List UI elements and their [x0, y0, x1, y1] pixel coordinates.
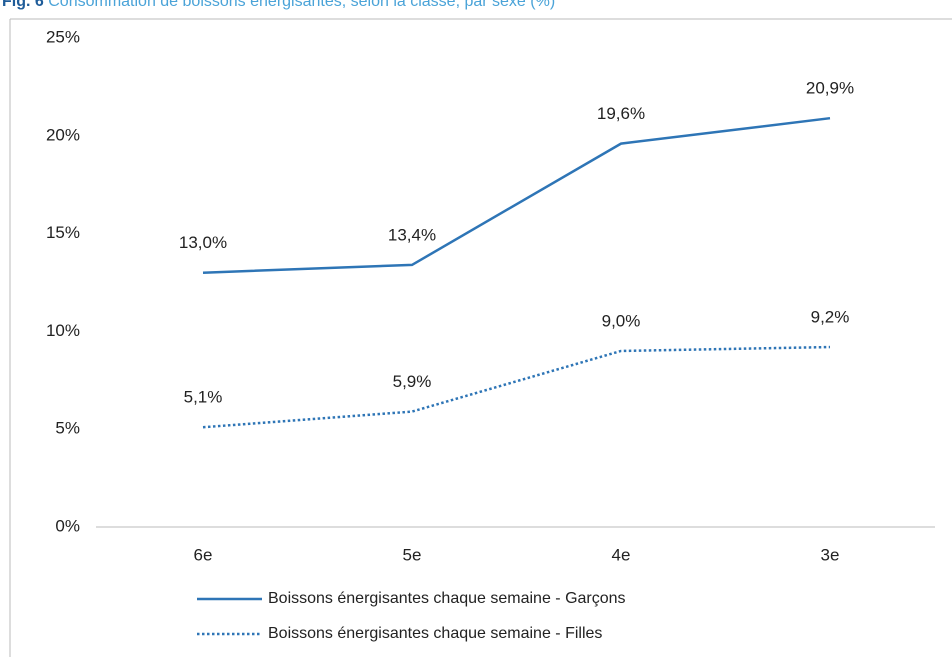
chart-title: Fig. 6 Consommation de boissons énergisa…	[2, 0, 555, 10]
legend-label: Boissons énergisantes chaque semaine - G…	[268, 590, 626, 607]
data-label: 5,1%	[184, 388, 223, 407]
data-label: 20,9%	[806, 79, 854, 98]
data-label: 5,9%	[393, 372, 432, 391]
data-label: 13,0%	[179, 233, 227, 252]
series-line	[202, 116, 831, 274]
y-tick-label: 0%	[55, 516, 80, 535]
title-text: Consommation de boissons énergisantes, s…	[48, 0, 555, 10]
figure-label: Fig. 6	[2, 0, 44, 10]
legend-label: Boissons énergisantes chaque semaine - F…	[268, 625, 602, 642]
data-label: 13,4%	[388, 225, 436, 244]
x-tick-label: 6e	[194, 545, 213, 564]
y-tick-label: 15%	[46, 223, 80, 242]
x-tick-label: 3e	[821, 545, 840, 564]
x-tick-label: 5e	[403, 545, 422, 564]
y-tick-label: 5%	[55, 419, 80, 438]
data-label: 19,6%	[597, 104, 645, 123]
y-tick-label: 10%	[46, 321, 80, 340]
data-label: 9,2%	[811, 308, 850, 327]
data-label: 9,0%	[602, 311, 641, 330]
y-tick-label: 20%	[46, 125, 80, 144]
y-tick-label: 25%	[46, 27, 80, 46]
x-tick-label: 4e	[612, 545, 631, 564]
series-line	[202, 345, 831, 429]
